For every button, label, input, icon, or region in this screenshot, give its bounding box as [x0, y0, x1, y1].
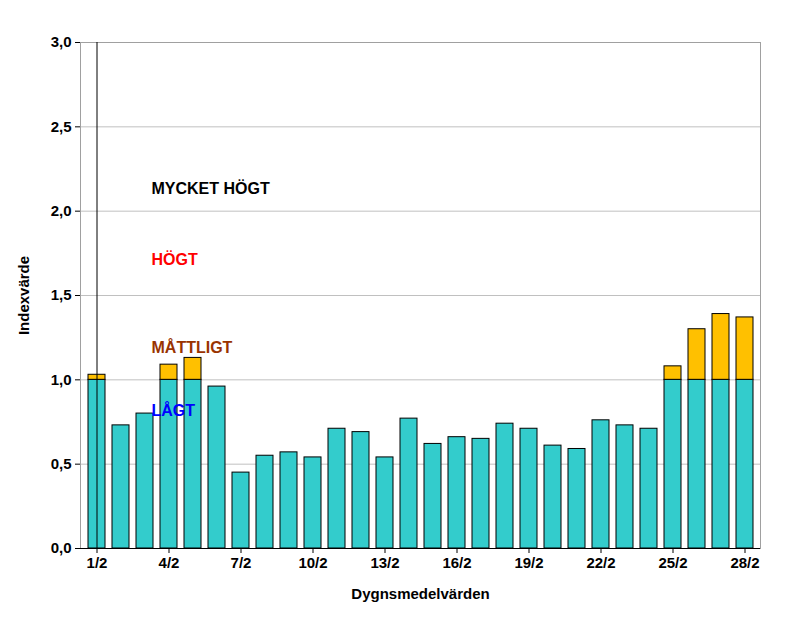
svg-text:LÅGT: LÅGT	[152, 401, 196, 419]
svg-text:7/2: 7/2	[231, 554, 252, 571]
svg-text:10/2: 10/2	[298, 554, 327, 571]
svg-text:25/2: 25/2	[658, 554, 687, 571]
svg-text:MYCKET HÖGT: MYCKET HÖGT	[152, 179, 270, 197]
svg-text:22/2: 22/2	[586, 554, 615, 571]
svg-text:16/2: 16/2	[442, 554, 471, 571]
svg-text:3,0: 3,0	[51, 33, 72, 50]
svg-text:1/2: 1/2	[87, 554, 108, 571]
svg-text:Indexvärde: Indexvärde	[15, 256, 32, 335]
svg-text:2,5: 2,5	[51, 118, 72, 135]
svg-text:0,5: 0,5	[51, 455, 72, 472]
svg-text:Dygnsmedelvärden: Dygnsmedelvärden	[351, 585, 489, 602]
svg-text:2,0: 2,0	[51, 202, 72, 219]
svg-text:28/2: 28/2	[730, 554, 759, 571]
svg-text:1,0: 1,0	[51, 371, 72, 388]
svg-text:13/2: 13/2	[370, 554, 399, 571]
svg-text:19/2: 19/2	[514, 554, 543, 571]
svg-text:1,5: 1,5	[51, 286, 72, 303]
svg-text:4/2: 4/2	[159, 554, 180, 571]
svg-text:HÖGT: HÖGT	[152, 250, 198, 268]
svg-text:0,0: 0,0	[51, 539, 72, 556]
svg-text:MÅTTLIGT: MÅTTLIGT	[152, 338, 233, 356]
